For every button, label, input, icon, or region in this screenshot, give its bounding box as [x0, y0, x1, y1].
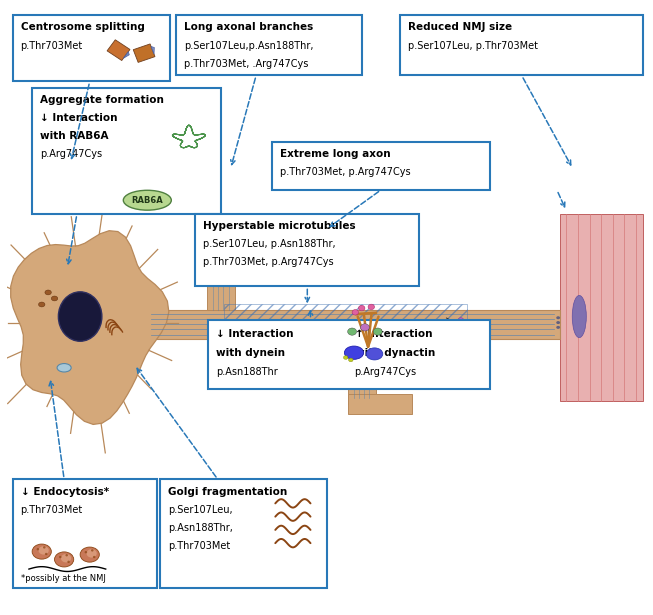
Ellipse shape	[37, 548, 39, 550]
Ellipse shape	[344, 346, 364, 359]
Ellipse shape	[43, 546, 46, 549]
Polygon shape	[107, 40, 130, 60]
Text: Reduced NMJ size: Reduced NMJ size	[407, 22, 512, 33]
Ellipse shape	[368, 304, 375, 309]
Text: Extreme long axon: Extreme long axon	[279, 149, 390, 159]
Polygon shape	[123, 52, 129, 58]
Ellipse shape	[32, 544, 52, 559]
Ellipse shape	[572, 295, 586, 338]
Ellipse shape	[358, 306, 365, 311]
Text: p.Ser107Leu,p.Asn188Thr,: p.Ser107Leu,p.Asn188Thr,	[183, 41, 313, 50]
Text: with RAB6A: with RAB6A	[40, 131, 108, 141]
Text: ↓ Endocytosis*: ↓ Endocytosis*	[21, 486, 109, 496]
Text: p.Thr703Met, .Arg747Cys: p.Thr703Met, .Arg747Cys	[183, 58, 308, 69]
Bar	[347, 339, 375, 404]
Ellipse shape	[87, 549, 97, 558]
Text: Centrosome splitting: Centrosome splitting	[21, 22, 144, 33]
Bar	[13, 479, 157, 588]
Bar	[207, 232, 235, 310]
Ellipse shape	[67, 561, 70, 563]
Ellipse shape	[61, 554, 71, 563]
Ellipse shape	[91, 549, 93, 552]
Text: Long axonal branches: Long axonal branches	[183, 22, 313, 33]
Bar	[224, 304, 468, 345]
Ellipse shape	[39, 302, 45, 307]
Ellipse shape	[39, 546, 49, 555]
Ellipse shape	[52, 296, 57, 301]
Ellipse shape	[349, 358, 353, 362]
Bar	[347, 394, 411, 413]
Text: p.Ser107Leu, p.Asn188Thr,: p.Ser107Leu, p.Asn188Thr,	[203, 239, 336, 250]
Ellipse shape	[85, 551, 87, 554]
Text: p.Arg747Cys: p.Arg747Cys	[40, 149, 102, 159]
Text: Aggregate formation: Aggregate formation	[40, 95, 164, 105]
Bar	[400, 15, 643, 76]
Text: p.Asn188Thr: p.Asn188Thr	[215, 367, 278, 377]
Ellipse shape	[360, 323, 370, 331]
Text: p.Thr703Met, p.Arg747Cys: p.Thr703Met, p.Arg747Cys	[279, 167, 410, 177]
Text: p.Ser107Leu, p.Thr703Met: p.Ser107Leu, p.Thr703Met	[407, 41, 538, 50]
Bar	[13, 15, 170, 81]
Bar	[195, 214, 419, 287]
Text: Hyperstable microtubules: Hyperstable microtubules	[203, 221, 356, 231]
Bar	[207, 222, 271, 242]
Ellipse shape	[556, 321, 560, 324]
Text: p.Thr703Met: p.Thr703Met	[168, 541, 230, 551]
Bar	[208, 320, 490, 389]
Text: p.Thr703Met: p.Thr703Met	[21, 41, 83, 50]
Ellipse shape	[366, 348, 383, 360]
Ellipse shape	[556, 316, 560, 319]
Text: p.Ser107Leu,: p.Ser107Leu,	[168, 504, 232, 515]
Ellipse shape	[556, 326, 560, 329]
Text: RAB6A: RAB6A	[131, 196, 163, 205]
Bar	[144, 310, 560, 339]
Text: Golgi fragmentation: Golgi fragmentation	[168, 486, 287, 496]
Bar	[176, 15, 362, 76]
Text: ↓ Interaction: ↓ Interaction	[215, 328, 293, 339]
Text: p.Thr703Met: p.Thr703Met	[21, 504, 83, 515]
Text: p.Asn188Thr,: p.Asn188Thr,	[168, 523, 232, 533]
Ellipse shape	[54, 552, 74, 567]
Ellipse shape	[460, 326, 469, 332]
Text: with dynein: with dynein	[215, 348, 285, 358]
Ellipse shape	[58, 292, 102, 341]
Text: ↑ Interaction: ↑ Interaction	[355, 328, 432, 339]
Bar	[32, 87, 221, 214]
Ellipse shape	[374, 328, 382, 335]
Ellipse shape	[65, 554, 68, 557]
Ellipse shape	[343, 355, 348, 359]
Ellipse shape	[347, 328, 357, 335]
Polygon shape	[151, 47, 154, 54]
Bar	[160, 479, 326, 588]
Ellipse shape	[93, 556, 95, 558]
Ellipse shape	[458, 318, 464, 322]
Ellipse shape	[80, 547, 99, 562]
Ellipse shape	[45, 290, 52, 295]
Ellipse shape	[452, 319, 457, 323]
Polygon shape	[10, 231, 169, 424]
Ellipse shape	[123, 190, 171, 210]
Ellipse shape	[57, 363, 71, 372]
Text: p.Thr703Met, p.Arg747Cys: p.Thr703Met, p.Arg747Cys	[203, 258, 334, 268]
Text: p.Arg747Cys: p.Arg747Cys	[355, 367, 417, 377]
Ellipse shape	[352, 309, 358, 315]
Text: with dynactin: with dynactin	[355, 348, 435, 358]
Ellipse shape	[59, 556, 61, 558]
Polygon shape	[133, 44, 155, 62]
Bar	[272, 141, 490, 190]
Ellipse shape	[45, 553, 48, 555]
Text: ↓ Interaction: ↓ Interaction	[40, 113, 118, 123]
Bar	[560, 214, 643, 401]
Text: *possibly at the NMJ: *possibly at the NMJ	[21, 574, 106, 583]
